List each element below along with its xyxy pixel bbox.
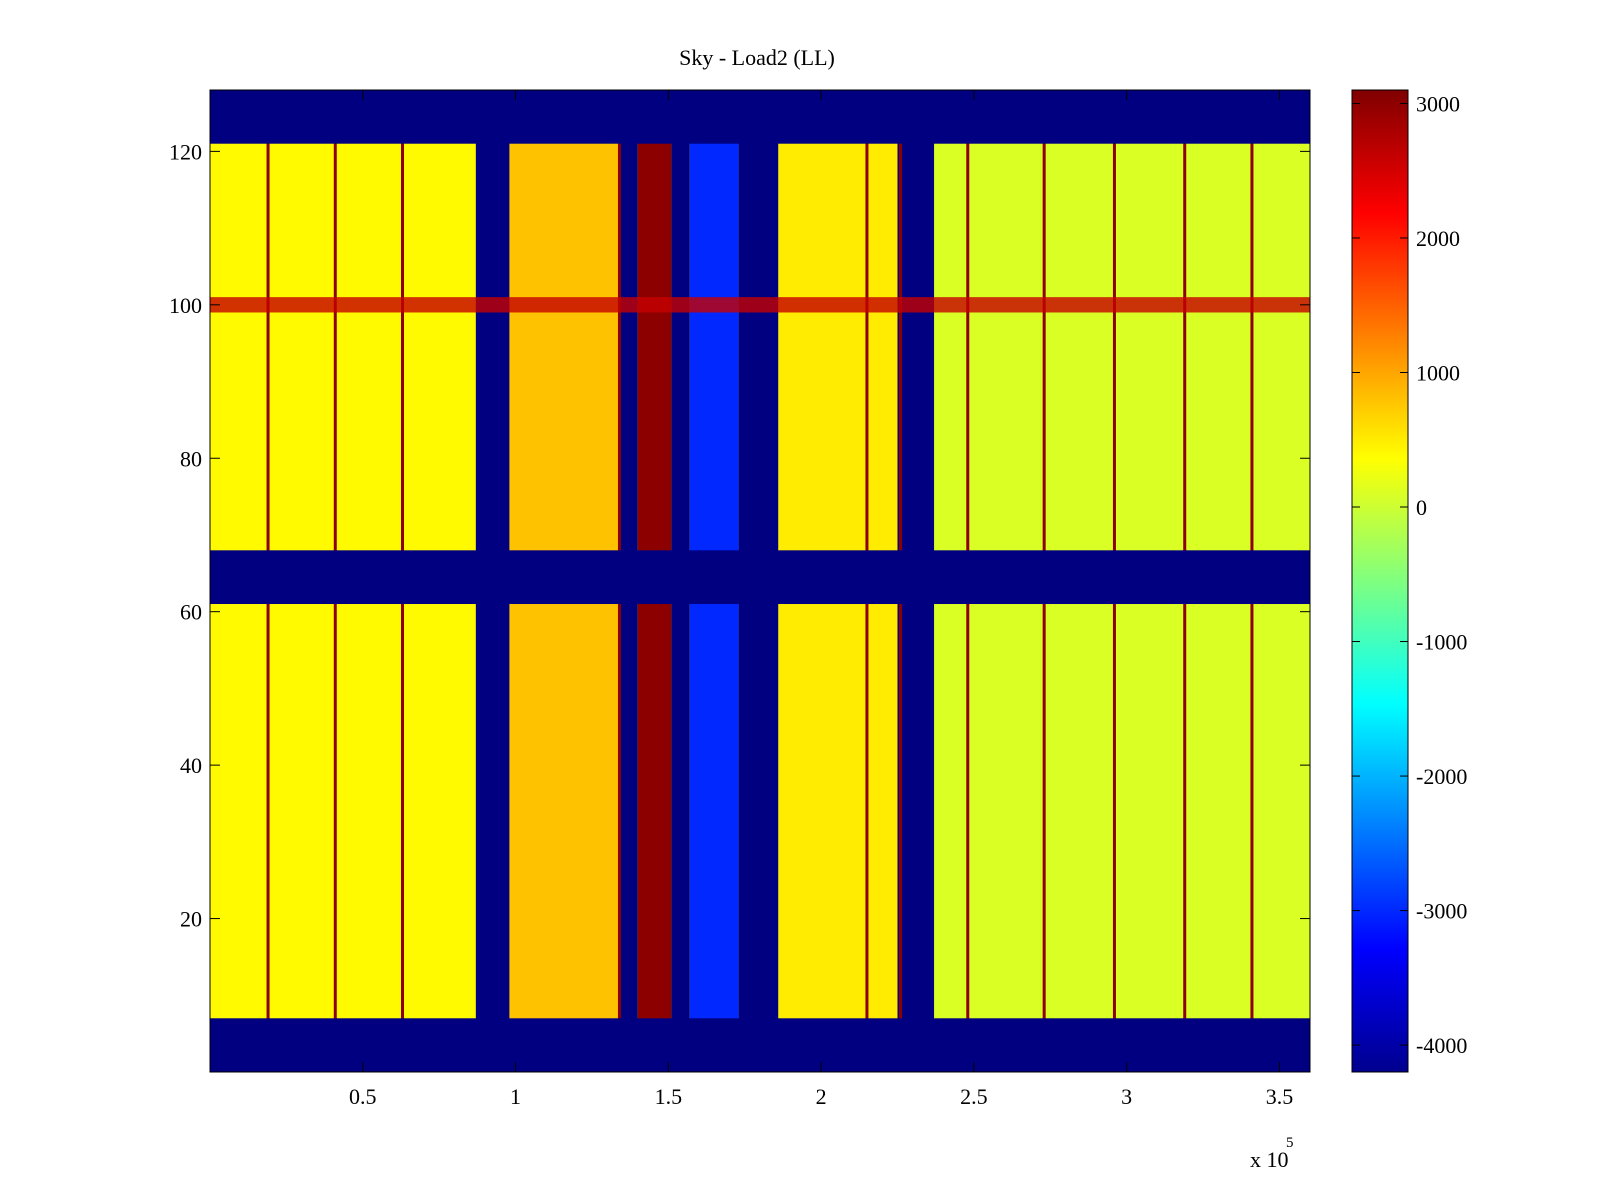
heatmap-masked-band bbox=[210, 1018, 1310, 1072]
y-tick-label: 80 bbox=[180, 446, 202, 471]
colorbar-tick-label: -1000 bbox=[1416, 630, 1467, 655]
heatmap-cells bbox=[210, 90, 1310, 1072]
y-tick-label: 100 bbox=[169, 293, 202, 318]
colorbar: 3000 2000 1000 0 -1000 -2000 -3000 -4000 bbox=[1351, 89, 1467, 1073]
heatmap-masked-band bbox=[210, 90, 1310, 144]
x-axis: 0.5 1 1.5 2 2.5 3 3.5 bbox=[349, 90, 1293, 1109]
plot-area bbox=[210, 90, 1310, 1072]
colorbar-tick-label: -2000 bbox=[1416, 764, 1467, 789]
colorbar-tick-label: -3000 bbox=[1416, 899, 1467, 924]
heatmap-masked-band bbox=[210, 550, 1310, 605]
x-axis-multiplier: x 10 bbox=[1250, 1147, 1289, 1172]
colorbar-tick-label: 1000 bbox=[1416, 360, 1460, 385]
x-axis-multiplier-exponent: 5 bbox=[1286, 1135, 1294, 1151]
y-tick-label: 20 bbox=[180, 907, 202, 932]
colorbar-tick-label: 2000 bbox=[1416, 226, 1460, 251]
y-axis: 20 40 60 80 100 120 bbox=[169, 139, 1310, 932]
y-tick-label: 60 bbox=[180, 600, 202, 625]
x-tick-label: 2.5 bbox=[960, 1084, 988, 1109]
colorbar-ticks: 3000 2000 1000 0 -1000 -2000 -3000 -4000 bbox=[1352, 91, 1467, 1058]
colorbar-tick-label: 3000 bbox=[1416, 91, 1460, 116]
x-tick-label: 2 bbox=[816, 1084, 827, 1109]
x-tick-label: 1.5 bbox=[655, 1084, 683, 1109]
x-tick-label: 1 bbox=[510, 1084, 521, 1109]
y-tick-label: 40 bbox=[180, 753, 202, 778]
colorbar-gradient bbox=[1351, 89, 1409, 1073]
plot-frame bbox=[209, 89, 1311, 1073]
x-tick-label: 0.5 bbox=[349, 1084, 377, 1109]
chart-title: Sky - Load2 (LL) bbox=[679, 45, 835, 70]
x-tick-label: 3 bbox=[1121, 1084, 1132, 1109]
colorbar-tick-label: 0 bbox=[1416, 495, 1427, 520]
y-tick-label: 120 bbox=[169, 139, 202, 164]
x-tick-label: 3.5 bbox=[1266, 1084, 1294, 1109]
colorbar-tick-label: -4000 bbox=[1416, 1033, 1467, 1058]
heatmap-rfi-channel bbox=[210, 297, 1310, 313]
